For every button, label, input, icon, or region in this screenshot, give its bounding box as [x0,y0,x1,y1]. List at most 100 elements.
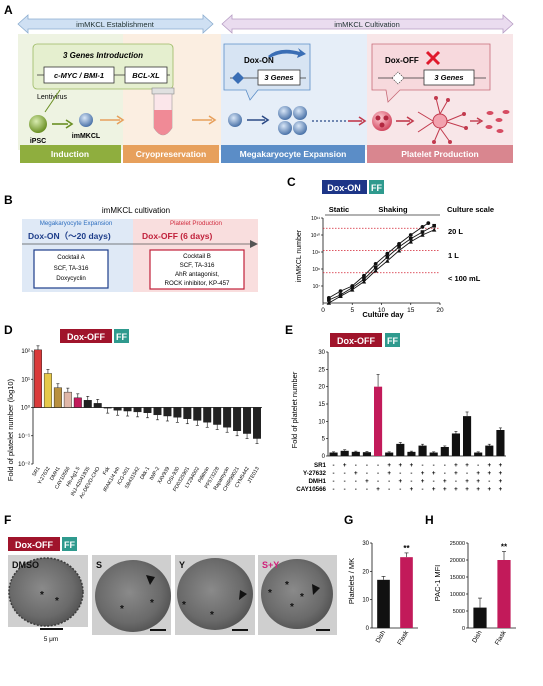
c-axes: 0 5 10 15 20 10⁷ 10⁸ 10⁹ 10¹⁰ 10¹¹ [311,216,444,314]
gene1-label: c-MYC / BMI-1 [54,71,104,80]
e-bar [474,452,483,456]
e-condition-sign: + [454,462,458,469]
e-condition-sign: + [387,462,391,469]
e-condition-sign: + [421,478,425,485]
c-x-tick-label: 5 [350,307,354,314]
c-data-point [373,261,378,266]
dox-off-genes-box [423,69,475,86]
e-condition-sign: - [422,486,424,493]
d-bar [34,349,42,408]
e-bar [340,450,349,456]
e-condition-sign: - [444,462,446,469]
e-ff-label: FF [387,336,398,346]
e-condition-sign: + [432,470,436,477]
c-data-point [432,223,436,228]
c-data-point [385,258,390,263]
panel-d-label: D [4,323,13,337]
dox-on-genes-box [257,69,301,86]
h-plot-y-tick-label: 0 [462,626,465,632]
dox-off-period: Dox-OFF (6 days) [142,231,213,241]
shaking-label: Shaking [378,205,408,214]
d-bar [153,407,162,416]
g-plot-bar [377,579,390,628]
e-condition-sign: - [466,470,468,477]
establishment-arrow [17,14,214,34]
e-condition-sign: + [465,462,469,469]
d-bar [53,387,62,408]
c-y-tick-label: 10¹⁰ [311,233,320,239]
e-bar [362,452,371,456]
e-condition-sign: - [377,462,379,469]
g-ylabel: Platelets / MK [347,558,356,604]
e-condition-sign: + [399,478,403,485]
d-bar [43,373,52,408]
c-x-tick-label: 10 [378,307,386,314]
h-ylabel: PAC-1 MFI [433,565,442,602]
e-bar [440,446,449,456]
e-bar [418,445,427,456]
e-condition-sign: + [343,462,347,469]
e-y-tick-label: 10 [318,419,325,425]
panel-c-label: C [287,175,296,189]
e-condition-table: SR1- + - - - + + + - - - + + - + +Y-27632- - + - - + - - + + - + - +… [296,462,502,493]
e-condition-sign: + [476,478,480,485]
svg-text:*: * [210,610,214,621]
d-bar [103,407,112,409]
panel-b-label: B [4,193,13,207]
arrowhead-icon [312,584,320,595]
e-bar [407,451,416,456]
lentivirus-arrow [44,89,61,113]
cocktail-a-item: SCF, TA-316 [54,265,89,272]
e-condition-sign: - [366,462,368,469]
dox-off-tag [60,329,112,343]
dox-off-tag [330,333,382,347]
e-condition-sign: - [344,478,346,485]
g-plot-y-tick-label: 10 [362,598,369,604]
d-ff-label: FF [116,332,127,342]
g-plot-category-label: Flask [396,629,410,647]
em-image-s: S * * [92,555,171,635]
e-y-tick-label: 15 [318,402,325,408]
ff-tag [385,333,400,347]
panel-h: H PAC-1 MFI 0 5000 10000 15000 20000 25000 Dis… [425,513,516,646]
e-condition-sign: - [410,478,412,485]
gene1-box [43,66,115,84]
e-bar [396,443,405,456]
scale-100ml: < 100 mL [448,274,481,283]
panel-c: C Dox-ON FF Static Shaking Culture scale… [287,175,494,319]
d-bar [133,407,142,413]
c-data-point [420,230,425,234]
e-condition-sign: + [421,470,425,477]
c-ylabel: imMKCL number [296,229,303,282]
inactive-promoter-icon [391,71,405,85]
e-bar [485,445,494,456]
f-ff-label: FF [64,540,75,550]
e-condition-sign: + [499,462,503,469]
d-bar [233,407,242,431]
d-bar [243,407,252,434]
panel-b: B imMKCL cultivation Megakaryocyte Expan… [4,193,258,292]
cocktail-a-title: Cocktail A [57,254,85,261]
e-bar [451,433,460,456]
e-condition-sign: - [355,478,357,485]
e-condition-sign: + [432,486,436,493]
e-condition-sign: - [410,470,412,477]
d-bar [203,407,212,423]
culture-scale-label: Culture scale [447,205,494,214]
e-condition-sign: - [399,486,401,493]
e-y-tick-label: 0 [322,454,326,460]
c-plot [326,221,437,305]
e-bar [429,452,438,456]
g-plot-bar [400,557,413,628]
e-condition-sign: + [476,486,480,493]
e-condition-sign: + [410,462,414,469]
e-condition-sign: + [499,478,503,485]
e-condition-sign: - [344,486,346,493]
e-tag-label: Dox-OFF [337,336,375,346]
stage-expansion-label: Megakaryocyte Expansion [240,149,347,159]
cocktail-a-item: Doxycyclin [56,275,86,282]
d-bar [143,407,152,413]
e-condition-sign: + [410,486,414,493]
ff-tag [62,537,77,551]
e-condition-sign: + [443,486,447,493]
